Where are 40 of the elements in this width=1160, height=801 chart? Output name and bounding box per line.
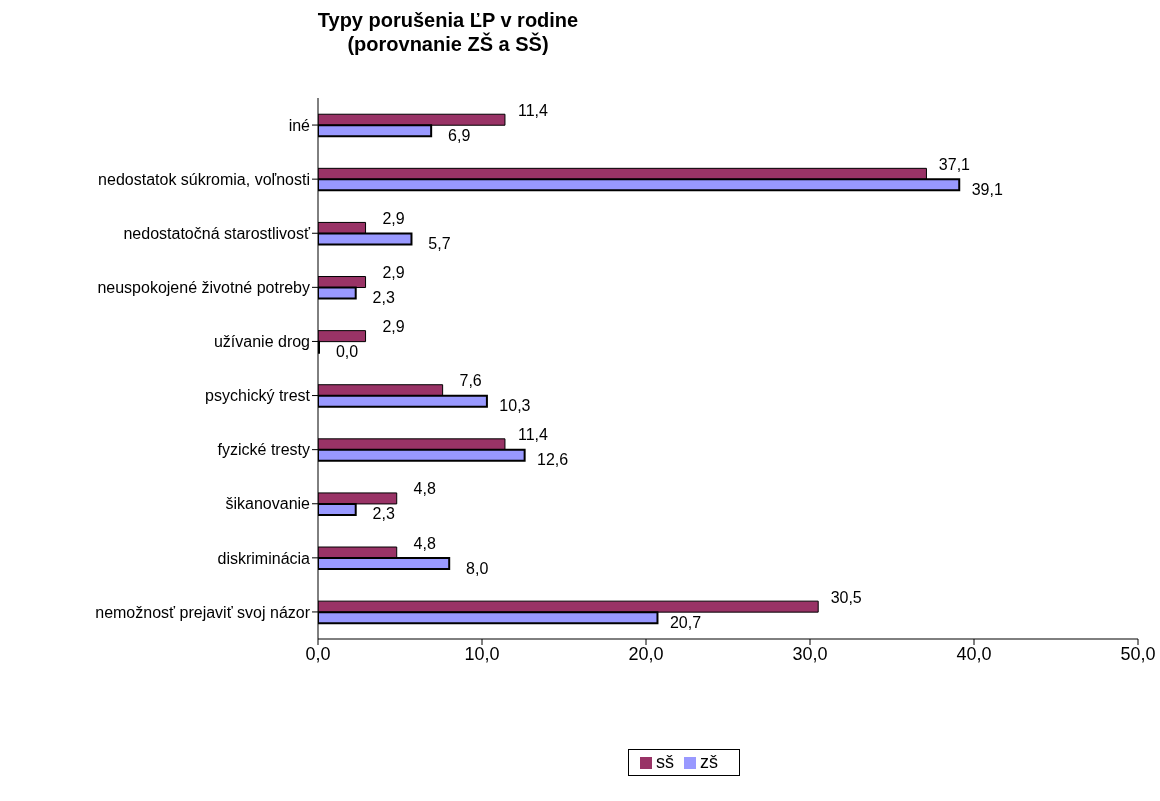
- x-tick-label: 30,0: [792, 643, 828, 664]
- data-label: 8,0: [466, 559, 489, 577]
- x-tick-label: 10,0: [464, 643, 500, 664]
- data-label: 11,4: [517, 426, 549, 444]
- data-label: 20,7: [669, 613, 702, 631]
- legend-label: sš: [656, 752, 674, 772]
- x-tick-label: 50,0: [1120, 643, 1156, 664]
- y-tick-label: nedostatok súkromia, voľnosti: [98, 170, 310, 188]
- x-tick-label: 20,0: [628, 643, 664, 664]
- x-tick-label: 40,0: [956, 643, 992, 664]
- data-label: 2,3: [372, 289, 395, 307]
- chart-title: Typy porušenia ĽP v rodine: [316, 8, 580, 32]
- data-label: 11,4: [517, 101, 549, 119]
- y-tick-label: fyzické tresty: [217, 441, 310, 459]
- data-label: 39,1: [971, 180, 1003, 198]
- x-tick-label: 0,0: [305, 643, 331, 664]
- y-tick-label: nedostatočná starostlivosť: [123, 224, 311, 242]
- y-tick-label: šikanovanie: [225, 495, 311, 513]
- data-label: 5,7: [428, 234, 451, 252]
- y-tick-label: užívanie drog: [213, 333, 310, 351]
- y-tick-label: diskriminácia: [217, 549, 311, 567]
- data-label: 37,1: [938, 155, 971, 173]
- data-label: 12,6: [537, 451, 569, 469]
- data-label: 2,9: [382, 264, 405, 282]
- data-label: 0,0: [335, 343, 359, 361]
- data-label: 7,6: [459, 372, 482, 390]
- data-label: 2,3: [372, 505, 395, 523]
- legend-label: zš: [700, 752, 718, 772]
- data-label: 4,8: [413, 534, 436, 552]
- y-tick-label: neuspokojené životné potreby: [97, 279, 310, 297]
- data-label: 2,9: [382, 318, 405, 336]
- data-label: 4,8: [413, 480, 436, 498]
- data-label: 2,9: [382, 209, 405, 227]
- y-tick-label: iné: [288, 116, 311, 134]
- data-label: 30,5: [830, 588, 862, 606]
- y-tick-label: psychický trest: [205, 387, 311, 405]
- chart-subtitle: (porovnanie ZŠ a SŠ): [346, 32, 550, 56]
- data-label: 10,3: [499, 397, 531, 415]
- data-label: 6,9: [448, 126, 471, 144]
- y-tick-label: nemožnosť prejaviť svoj názor: [95, 603, 311, 621]
